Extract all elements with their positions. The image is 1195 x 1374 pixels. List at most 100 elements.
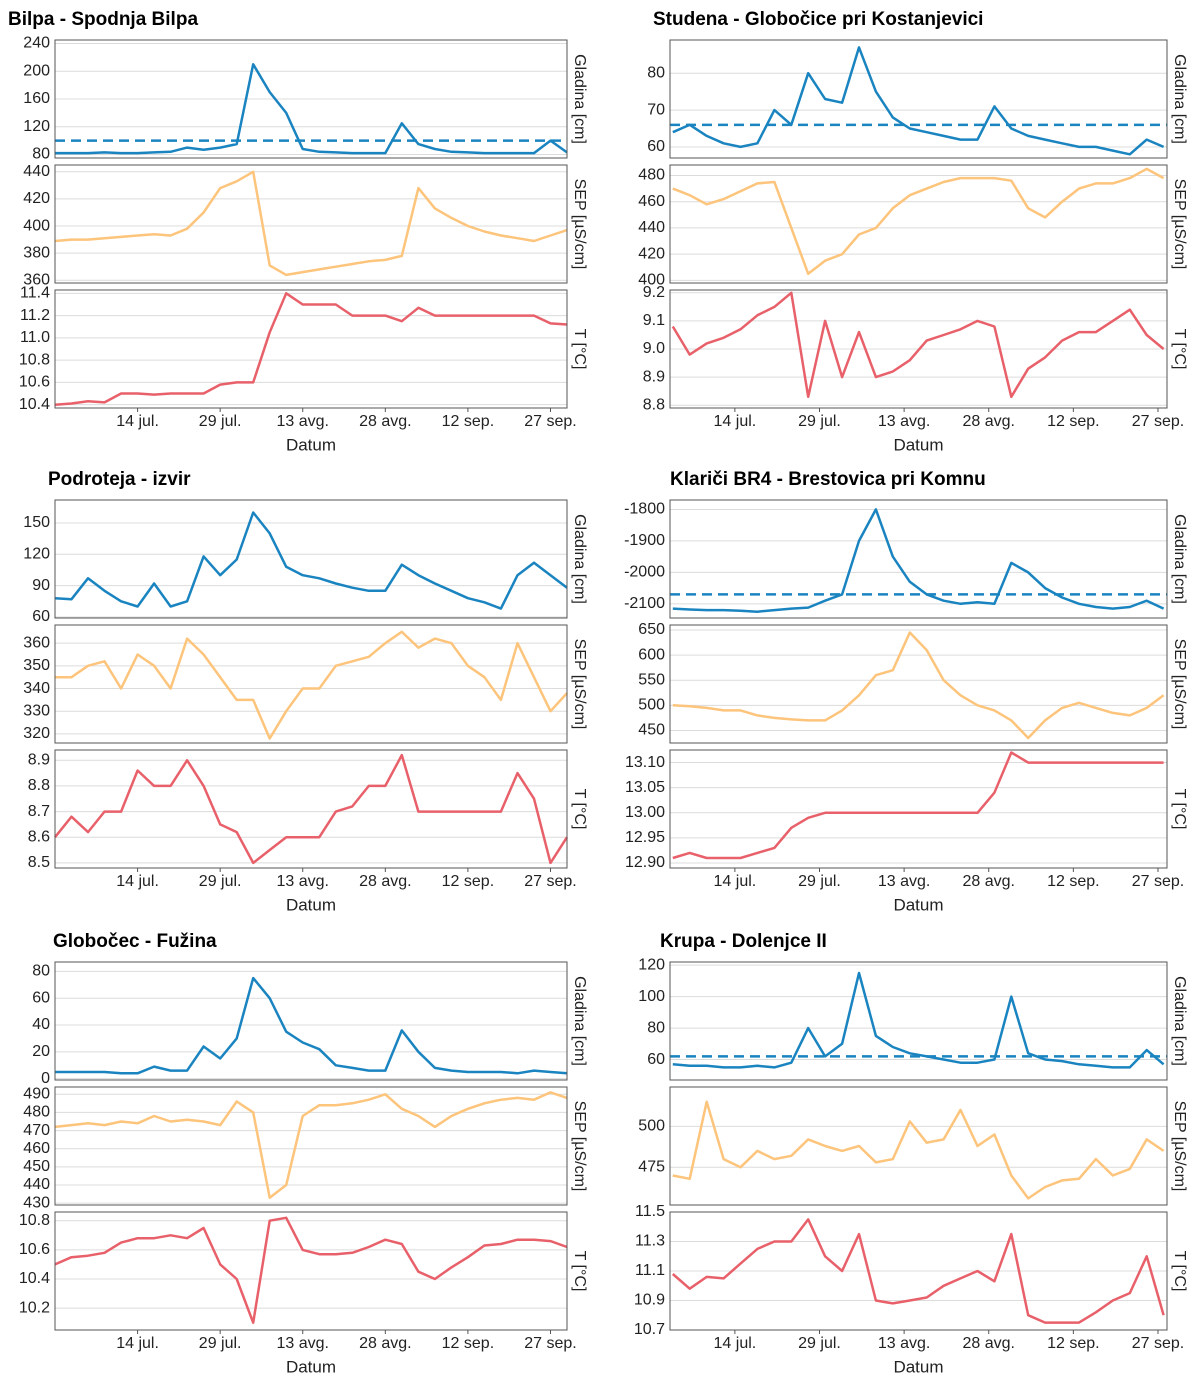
panel-frame [54, 499, 568, 619]
y-tick-label: 450 [638, 722, 665, 739]
x-tick-label: 12 sep. [1047, 873, 1099, 890]
y-axis-label: Gladina [cm] [1171, 54, 1188, 144]
y-axis-label: Gladina [cm] [1171, 514, 1188, 604]
y-tick-label: 10.9 [634, 1292, 665, 1309]
x-axis-label: Datum [286, 435, 336, 454]
data-line [54, 1091, 568, 1199]
x-tick-label: 27 sep. [1132, 413, 1184, 430]
y-tick-label: 440 [23, 1176, 50, 1193]
y-tick-label: 120 [23, 118, 50, 135]
y-tick-label: 8.9 [643, 368, 665, 385]
y-tick-label: 70 [647, 101, 665, 118]
y-tick-label: 8.6 [28, 828, 50, 845]
y-tick-label: 80 [647, 1019, 665, 1036]
x-tick-label: 14 jul. [714, 873, 757, 890]
y-tick-label: 13.00 [625, 804, 665, 821]
y-tick-label: 400 [638, 272, 665, 289]
x-tick-label: 12 sep. [442, 873, 494, 890]
x-tick-label: 13 avg. [276, 413, 328, 430]
x-axis-label: Datum [893, 435, 943, 454]
x-tick-label: 28 avg. [359, 413, 411, 430]
y-tick-label: -1900 [624, 532, 665, 549]
data-line [54, 1216, 568, 1324]
x-tick-label: 29 jul. [798, 413, 841, 430]
y-tick-label: 10.4 [19, 396, 50, 413]
y-tick-label: 150 [23, 514, 50, 531]
y-tick-label: 13.05 [625, 779, 665, 796]
x-tick-label: 28 avg. [359, 873, 411, 890]
y-tick-label: 11.1 [635, 1262, 665, 1279]
data-line [672, 508, 1165, 613]
panel-frame [54, 1086, 568, 1206]
x-tick-label: 28 avg. [962, 413, 1014, 430]
chart-title: Klariči BR4 - Brestovica pri Komnu [670, 469, 986, 490]
y-axis-label: SEP [µS/cm] [1171, 639, 1188, 730]
panel-frame [54, 624, 568, 744]
y-tick-label: 40 [32, 1016, 50, 1033]
data-line [671, 291, 1165, 399]
y-tick-label: 500 [638, 697, 665, 714]
x-axis-label: Datum [893, 1357, 943, 1374]
y-tick-label: 320 [23, 725, 50, 742]
y-axis-label: SEP [µS/cm] [571, 639, 588, 730]
y-tick-label: 80 [32, 146, 50, 163]
data-line [54, 292, 568, 406]
y-tick-label: 8.8 [643, 396, 665, 413]
panel-frame [669, 499, 1168, 619]
y-tick-label: 10.2 [19, 1299, 50, 1316]
y-axis-label: SEP [µS/cm] [571, 179, 588, 270]
y-tick-label: 120 [638, 956, 665, 973]
x-tick-label: 13 avg. [878, 873, 930, 890]
x-tick-label: 14 jul. [714, 413, 757, 430]
panel-frame [669, 1211, 1168, 1331]
y-tick-label: -2100 [624, 595, 665, 612]
data-line [54, 511, 568, 610]
x-tick-label: 12 sep. [1047, 1335, 1099, 1352]
y-tick-label: 10.8 [19, 1212, 50, 1229]
y-tick-label: 60 [32, 608, 50, 625]
y-axis-label: T [°C] [571, 1251, 588, 1292]
x-tick-label: 28 avg. [962, 873, 1014, 890]
y-tick-label: 10.7 [634, 1321, 665, 1338]
x-tick-label: 14 jul. [116, 413, 159, 430]
y-tick-label: 8.7 [28, 803, 50, 820]
x-tick-label: 27 sep. [524, 413, 576, 430]
y-tick-label: 350 [23, 657, 50, 674]
data-line [672, 971, 1165, 1069]
panel-frame [669, 749, 1168, 869]
y-tick-label: 11.0 [20, 329, 50, 346]
x-axis-label: Datum [286, 1357, 336, 1374]
panel-frame [54, 289, 568, 409]
x-tick-label: 14 jul. [116, 1335, 159, 1352]
y-tick-label: 450 [23, 1158, 50, 1175]
y-tick-label: 340 [23, 680, 50, 697]
panel-frame [54, 39, 568, 159]
y-tick-label: 480 [638, 167, 665, 184]
y-axis-label: Gladina [cm] [1171, 976, 1188, 1066]
data-line [671, 1218, 1165, 1324]
y-tick-label: 9.1 [643, 312, 665, 329]
chart-title: Studena - Globočice pri Kostanjevici [653, 9, 983, 30]
y-tick-label: 500 [638, 1118, 665, 1135]
y-axis-label: SEP [µS/cm] [571, 1101, 588, 1192]
y-tick-label: -1800 [624, 501, 665, 518]
x-axis-label: Datum [286, 895, 336, 914]
y-tick-label: 360 [23, 272, 50, 289]
x-axis-label: Datum [893, 895, 943, 914]
y-tick-label: 10.6 [19, 1241, 50, 1258]
y-tick-label: 11.3 [635, 1233, 665, 1250]
data-line [672, 46, 1165, 156]
y-tick-label: 650 [638, 621, 665, 638]
y-tick-label: 330 [23, 702, 50, 719]
panel-frame [669, 289, 1168, 409]
y-tick-label: 10.6 [19, 374, 50, 391]
data-line [54, 753, 569, 865]
x-tick-label: 29 jul. [199, 1335, 242, 1352]
data-line [55, 630, 568, 740]
y-tick-label: 60 [647, 1051, 665, 1068]
y-tick-label: 440 [638, 219, 665, 236]
y-axis-label: SEP [µS/cm] [1171, 179, 1188, 270]
y-axis-label: T [°C] [571, 789, 588, 830]
y-tick-label: 0 [41, 1070, 50, 1087]
